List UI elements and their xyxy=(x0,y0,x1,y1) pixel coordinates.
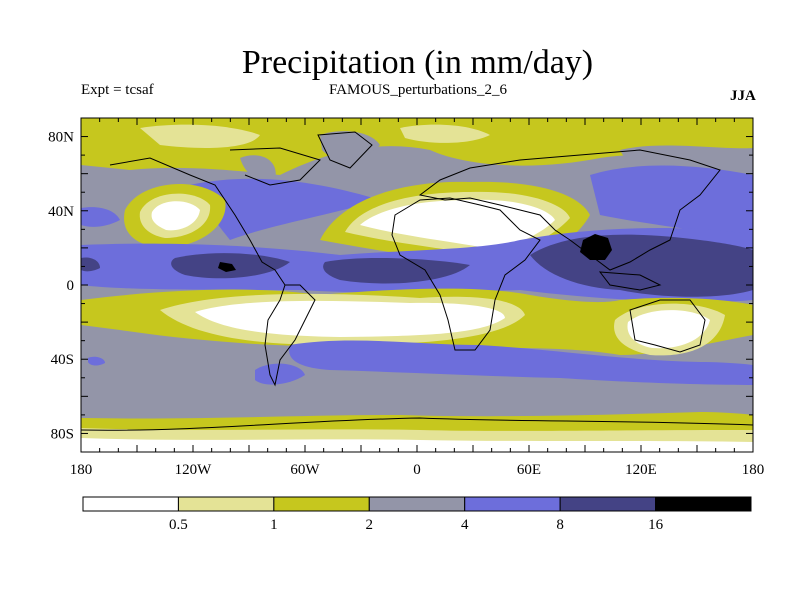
map-ticks xyxy=(80,117,754,453)
lat-label: 80N xyxy=(48,130,74,146)
plot-title: Precipitation (in mm/day) xyxy=(241,44,594,81)
lat-label: 40S xyxy=(51,352,74,368)
colorbar-label: 16 xyxy=(648,517,664,533)
colorbar-swatch xyxy=(655,496,752,512)
map-field xyxy=(81,118,753,452)
coastlines xyxy=(81,131,753,431)
colorbar-swatch xyxy=(82,496,179,512)
colorbar-swatch xyxy=(559,496,657,512)
colorbar-label: 1 xyxy=(270,517,278,533)
lon-label: 180 xyxy=(70,462,93,478)
lon-label: 60W xyxy=(290,462,320,478)
colorbar-swatch xyxy=(273,496,370,512)
lat-label: 40N xyxy=(48,204,74,220)
colorbar: 0.5 1 2 4 8 16 xyxy=(82,496,752,533)
colorbar-swatch xyxy=(177,496,275,512)
lon-label: 0 xyxy=(413,462,421,478)
colorbar-label: 0.5 xyxy=(169,517,188,533)
colorbar-swatch xyxy=(464,496,561,512)
lat-label: 80S xyxy=(51,426,74,442)
lon-label: 180 xyxy=(742,462,765,478)
colorbar-label: 4 xyxy=(461,517,469,533)
experiment-label: Expt = tcsaf xyxy=(81,82,154,98)
season-label: JJA xyxy=(730,88,756,104)
lat-label: 0 xyxy=(67,278,75,294)
lon-label: 60E xyxy=(517,462,541,478)
lon-label: 120E xyxy=(625,462,657,478)
colorbar-swatch xyxy=(368,496,466,512)
colorbar-label: 2 xyxy=(366,517,374,533)
subtitle-label: FAMOUS_perturbations_2_6 xyxy=(328,82,508,98)
lon-label: 120W xyxy=(175,462,213,478)
colorbar-label: 8 xyxy=(556,517,564,533)
